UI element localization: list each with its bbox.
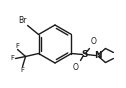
Text: F: F: [20, 67, 24, 73]
Text: F: F: [11, 56, 14, 62]
Text: O: O: [91, 37, 97, 46]
Text: S: S: [81, 50, 88, 59]
Text: N: N: [94, 51, 101, 60]
Text: Br: Br: [18, 16, 27, 25]
Text: O: O: [73, 62, 79, 71]
Text: F: F: [15, 43, 19, 49]
